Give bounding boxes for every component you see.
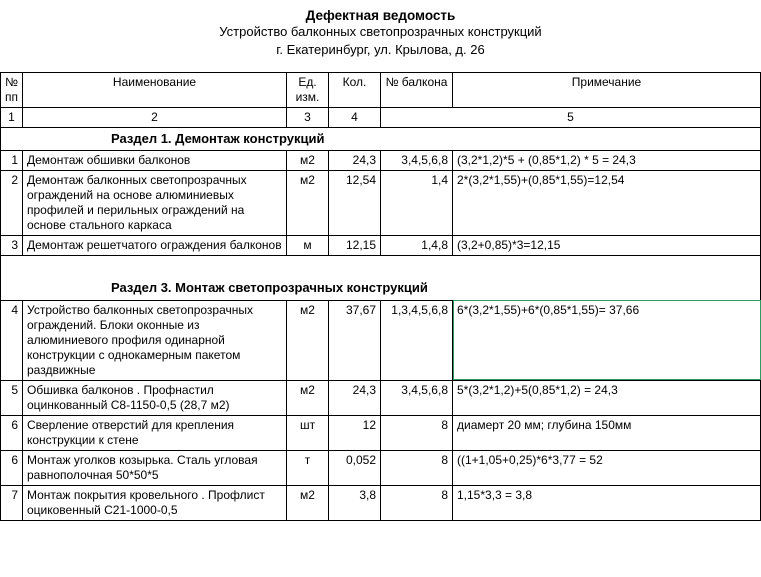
cell-no: 2*(3,2*1,55)+(0,85*1,55)=12,54 (453, 171, 761, 236)
col-unit: Ед. изм. (287, 73, 329, 108)
cell-un: м (287, 236, 329, 256)
colnum-4: 4 (329, 108, 381, 128)
cell-qt: 12,54 (329, 171, 381, 236)
cell-bl: 1,4 (381, 171, 453, 236)
colnum-5: 5 (381, 108, 761, 128)
cell-bl: 1,4,8 (381, 236, 453, 256)
cell-nm: Обшивка балконов . Профнастил оцинкованн… (23, 380, 287, 415)
cell-no: 1,15*3,3 = 3,8 (453, 485, 761, 520)
col-note: Примечание (453, 73, 761, 108)
cell-qt: 12 (329, 415, 381, 450)
cell-n: 1 (1, 151, 23, 171)
section-1: Раздел 1. Демонтаж конструкций (1, 128, 761, 151)
table-row: 6 Сверление отверстий для крепления конс… (1, 415, 761, 450)
col-qty: Кол. (329, 73, 381, 108)
table-row: 7 Монтаж покрытия кровельного . Профлист… (1, 485, 761, 520)
defect-table: № пп Наименование Ед. изм. Кол. № балкон… (0, 72, 761, 521)
cell-n: 6 (1, 415, 23, 450)
cell-un: м2 (287, 171, 329, 236)
section-1-title: Раздел 1. Демонтаж конструкций (1, 128, 761, 151)
cell-un: т (287, 450, 329, 485)
table-row: 4 Устройство балконных светопрозрачных о… (1, 300, 761, 380)
cell-n: 5 (1, 380, 23, 415)
cell-un: м2 (287, 485, 329, 520)
cell-qt: 0,052 (329, 450, 381, 485)
table-row: 5 Обшивка балконов . Профнастил оцинкова… (1, 380, 761, 415)
col-num: № пп (1, 73, 23, 108)
cell-bl: 3,4,5,6,8 (381, 380, 453, 415)
cell-n: 4 (1, 300, 23, 380)
cell-qt: 24,3 (329, 380, 381, 415)
cell-n: 6 (1, 450, 23, 485)
table-row: 6 Монтаж уголков козырька. Сталь угловая… (1, 450, 761, 485)
cell-no-selected[interactable]: 6*(3,2*1,55)+6*(0,85*1,55)= 37,66 (453, 300, 761, 380)
table-row: 2 Демонтаж балконных светопрозрачных огр… (1, 171, 761, 236)
cell-bl: 1,3,4,5,6,8 (381, 300, 453, 380)
header-row: № пп Наименование Ед. изм. Кол. № балкон… (1, 73, 761, 108)
cell-qt: 24,3 (329, 151, 381, 171)
cell-bl: 8 (381, 415, 453, 450)
cell-no: 5*(3,2*1,2)+5(0,85*1,2) = 24,3 (453, 380, 761, 415)
cell-qt: 12,15 (329, 236, 381, 256)
cell-no: (3,2+0,85)*3=12,15 (453, 236, 761, 256)
cell-bl: 8 (381, 450, 453, 485)
cell-un: м2 (287, 151, 329, 171)
cell-nm: Демонтаж балконных светопрозрачных ограж… (23, 171, 287, 236)
cell-nm: Демонтаж решетчатого ограждения балконов (23, 236, 287, 256)
cell-un: м2 (287, 300, 329, 380)
cell-qt: 3,8 (329, 485, 381, 520)
cell-nm: Устройство балконных светопрозрачных огр… (23, 300, 287, 380)
col-name: Наименование (23, 73, 287, 108)
section-3-title: Раздел 3. Монтаж светопрозрачных констру… (1, 256, 761, 300)
cell-no: (3,2*1,2)*5 + (0,85*1,2) * 5 = 24,3 (453, 151, 761, 171)
colnum-2: 2 (23, 108, 287, 128)
table-row: 1 Демонтаж обшивки балконов м2 24,3 3,4,… (1, 151, 761, 171)
col-balc: № балкона (381, 73, 453, 108)
doc-subtitle: Устройство балконных светопрозрачных кон… (0, 23, 761, 41)
section-3: Раздел 3. Монтаж светопрозрачных констру… (1, 256, 761, 300)
title-block: Дефектная ведомость Устройство балконных… (0, 8, 761, 58)
doc-title: Дефектная ведомость (0, 8, 761, 23)
cell-n: 2 (1, 171, 23, 236)
cell-no: ((1+1,05+0,25)*6*3,77 = 52 (453, 450, 761, 485)
colnum-1: 1 (1, 108, 23, 128)
cell-un: м2 (287, 380, 329, 415)
cell-un: шт (287, 415, 329, 450)
colnum-row: 1 2 3 4 5 (1, 108, 761, 128)
colnum-3: 3 (287, 108, 329, 128)
cell-nm: Демонтаж обшивки балконов (23, 151, 287, 171)
cell-qt: 37,67 (329, 300, 381, 380)
cell-bl: 3,4,5,6,8 (381, 151, 453, 171)
cell-bl: 8 (381, 485, 453, 520)
cell-nm: Монтаж покрытия кровельного . Профлист о… (23, 485, 287, 520)
cell-n: 3 (1, 236, 23, 256)
doc-address: г. Екатеринбург, ул. Крылова, д. 26 (0, 41, 761, 59)
cell-nm: Монтаж уголков козырька. Сталь угловая р… (23, 450, 287, 485)
table-row: 3 Демонтаж решетчатого ограждения балкон… (1, 236, 761, 256)
cell-nm: Сверление отверстий для крепления констр… (23, 415, 287, 450)
cell-no: диамерт 20 мм; глубина 150мм (453, 415, 761, 450)
cell-n: 7 (1, 485, 23, 520)
